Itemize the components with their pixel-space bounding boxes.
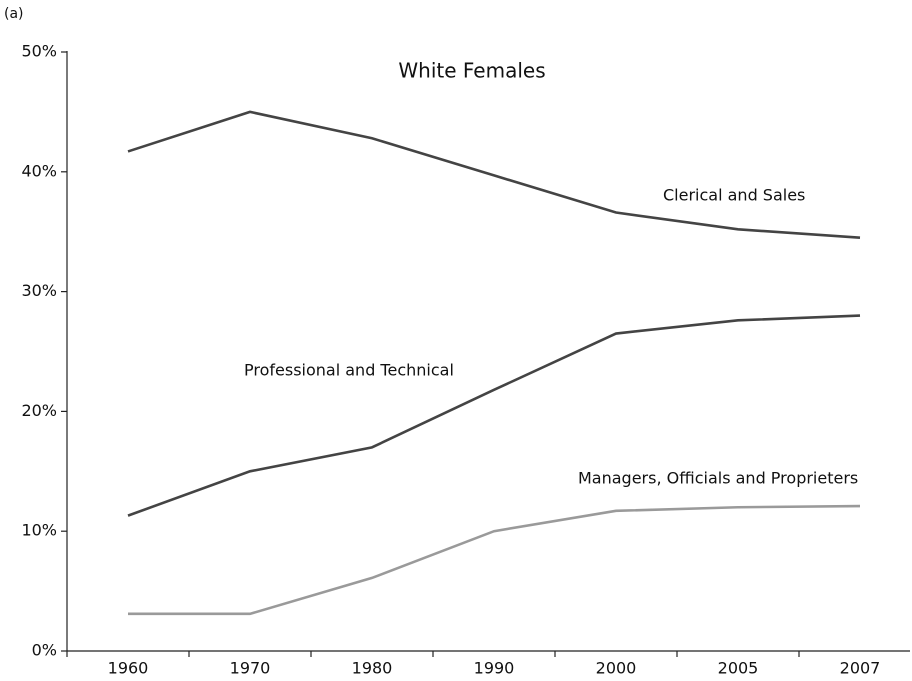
line (127, 110, 861, 239)
line (127, 314, 861, 517)
y-tick-label: 10% (21, 521, 57, 540)
line (128, 504, 861, 616)
series-label: Clerical and Sales (663, 186, 805, 205)
y-tick-label: 20% (21, 401, 57, 420)
y-tick-label: 30% (21, 281, 57, 300)
y-tick-label: 40% (21, 161, 57, 180)
x-tick-label: 1970 (230, 659, 271, 678)
chart-title: White Females (398, 59, 545, 83)
series-label: Professional and Technical (244, 361, 454, 380)
series-label: Managers, Officials and Proprieters (578, 469, 858, 488)
x-tick-label: 2000 (596, 659, 637, 678)
x-tick-label: 1980 (352, 659, 393, 678)
x-tick-label: 2007 (840, 659, 881, 678)
panel-label: (a) (4, 6, 24, 22)
x-tick-label: 1990 (474, 659, 515, 678)
x-tick-label: 2005 (718, 659, 759, 678)
x-tick-label: 1960 (108, 659, 149, 678)
y-tick-label: 50% (21, 42, 57, 61)
y-tick-label: 0% (32, 641, 57, 660)
